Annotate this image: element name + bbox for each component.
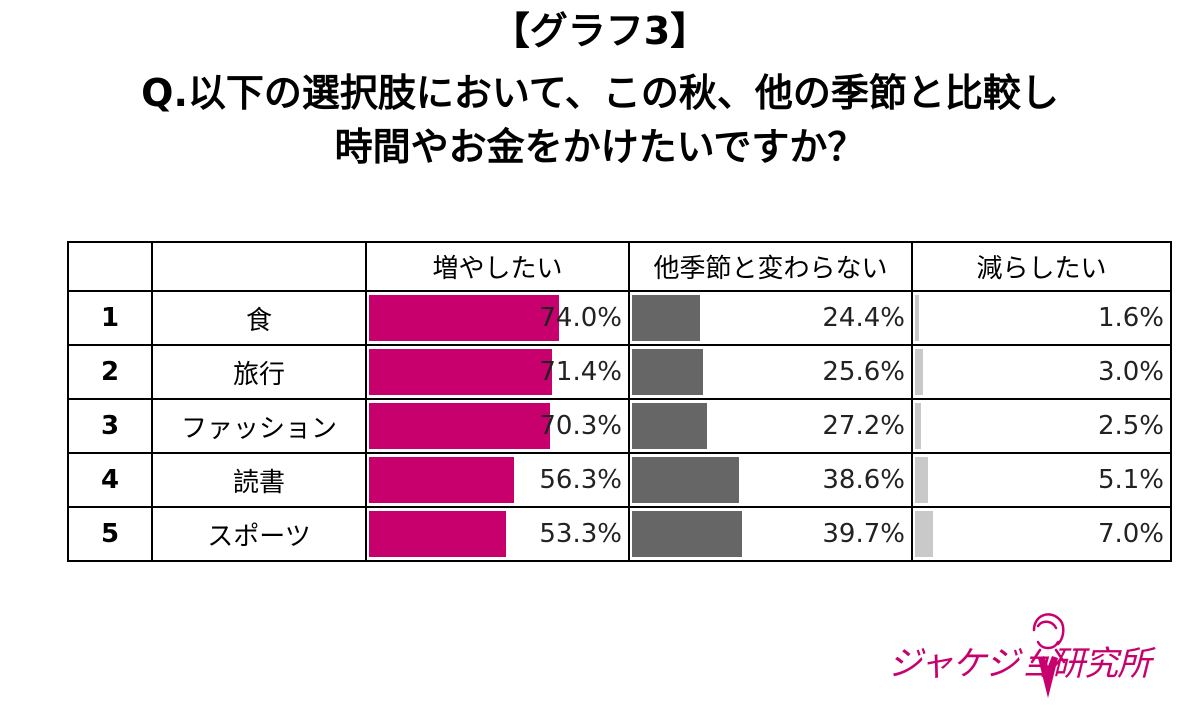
decrease-value-label: 7.0% [1097, 519, 1164, 549]
same-value-label: 27.2% [822, 411, 905, 441]
rank-cell: 1 [67, 290, 153, 346]
decrease-cell: 7.0% [911, 506, 1172, 562]
same-bar [632, 511, 742, 557]
question-line-1: Q.以下の選択肢において、この秋、他の季節と比較し [141, 71, 1059, 115]
item-cell: スポーツ [151, 506, 367, 562]
increase-cell: 53.3% [365, 506, 630, 562]
same-bar [632, 349, 703, 395]
item-cell: ファッション [151, 398, 367, 454]
header-item-cell [151, 241, 367, 292]
decrease-bar [915, 349, 923, 395]
same-bar [632, 295, 700, 341]
decrease-cell: 1.6% [911, 290, 1172, 346]
rank-cell: 3 [67, 398, 153, 454]
same-value-label: 25.6% [822, 357, 905, 387]
decrease-cell: 3.0% [911, 344, 1172, 400]
table-row: 3 ファッション 70.3% 27.2% 2.5% [67, 398, 1172, 454]
increase-value-label: 74.0% [539, 303, 622, 333]
logo-figure-icon [1030, 613, 1066, 698]
results-table: 増やしたい 他季節と変わらない 減らしたい 1 食 74.0% 24.4% 1.6% 2 旅… [67, 241, 1172, 562]
decrease-value-label: 2.5% [1097, 411, 1164, 441]
increase-cell: 56.3% [365, 452, 630, 508]
increase-cell: 74.0% [365, 290, 630, 346]
same-cell: 27.2% [628, 398, 913, 454]
header-rank-cell [67, 241, 153, 292]
same-value-label: 24.4% [822, 303, 905, 333]
same-cell: 38.6% [628, 452, 913, 508]
decrease-cell: 2.5% [911, 398, 1172, 454]
decrease-value-label: 1.6% [1097, 303, 1164, 333]
rank-cell: 2 [67, 344, 153, 400]
increase-bar [369, 295, 560, 341]
increase-bar [369, 457, 514, 503]
rank-cell: 5 [67, 506, 153, 562]
decrease-bar [915, 295, 920, 341]
increase-value-label: 71.4% [539, 357, 622, 387]
same-bar [632, 457, 739, 503]
table-row: 4 読書 56.3% 38.6% 5.1% [67, 452, 1172, 508]
decrease-bar [915, 457, 928, 503]
same-cell: 24.4% [628, 290, 913, 346]
increase-bar [369, 349, 553, 395]
same-bar [632, 403, 708, 449]
decrease-bar [915, 511, 933, 557]
increase-cell: 71.4% [365, 344, 630, 400]
rank-cell: 4 [67, 452, 153, 508]
increase-value-label: 53.3% [539, 519, 622, 549]
increase-cell: 70.3% [365, 398, 630, 454]
increase-bar [369, 511, 506, 557]
header-same: 他季節と変わらない [628, 241, 913, 292]
increase-value-label: 56.3% [539, 465, 622, 495]
same-cell: 39.7% [628, 506, 913, 562]
header-increase: 増やしたい [365, 241, 630, 292]
table-row: 5 スポーツ 53.3% 39.7% 7.0% [67, 506, 1172, 562]
item-cell: 読書 [151, 452, 367, 508]
same-value-label: 39.7% [822, 519, 905, 549]
item-cell: 旅行 [151, 344, 367, 400]
increase-value-label: 70.3% [539, 411, 622, 441]
table-row: 1 食 74.0% 24.4% 1.6% [67, 290, 1172, 346]
jakejo-lab-logo: ジャケジョ研究所 [888, 606, 1158, 701]
header-row: 増やしたい 他季節と変わらない 減らしたい [67, 241, 1172, 292]
same-cell: 25.6% [628, 344, 913, 400]
item-cell: 食 [151, 290, 367, 346]
decrease-value-label: 3.0% [1097, 357, 1164, 387]
header-decrease: 減らしたい [911, 241, 1172, 292]
logo-text: ジャケジョ研究所 [888, 644, 1151, 684]
increase-bar [369, 403, 550, 449]
decrease-cell: 5.1% [911, 452, 1172, 508]
chart-title-label: 【グラフ3】 [491, 9, 709, 53]
decrease-value-label: 5.1% [1097, 465, 1164, 495]
question-line-2: 時間やお金をかけたいですか？ [334, 125, 866, 169]
same-value-label: 38.6% [822, 465, 905, 495]
table-row: 2 旅行 71.4% 25.6% 3.0% [67, 344, 1172, 400]
decrease-bar [915, 403, 922, 449]
